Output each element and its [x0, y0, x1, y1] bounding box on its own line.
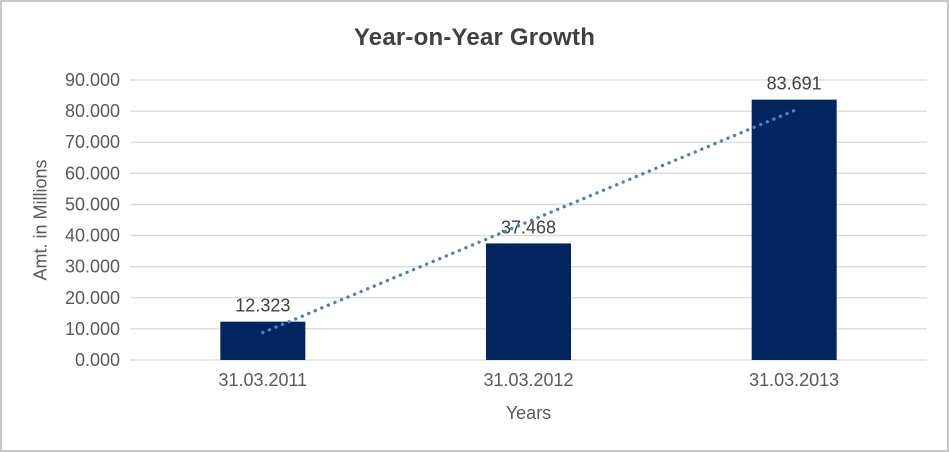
y-tick-label: 70.000 [65, 132, 120, 152]
x-tick-label: 31.03.2011 [218, 370, 307, 390]
bar [220, 321, 306, 360]
bar [486, 243, 571, 360]
chart-title: Year-on-Year Growth [353, 24, 596, 51]
bar-value-label: 83.691 [767, 74, 822, 94]
x-tick-label: 31.03.2012 [483, 370, 573, 390]
y-tick-label: 80.000 [65, 101, 120, 121]
y-tick-label: 0.000 [75, 350, 120, 370]
bar [751, 99, 837, 361]
bar-value-label: 12.323 [235, 296, 290, 316]
bar-value-label: 37.468 [501, 217, 556, 237]
y-tick-label: 50.000 [65, 194, 120, 214]
y-tick-label: 60.000 [65, 163, 120, 183]
y-tick-label: 90.000 [65, 70, 120, 90]
y-tick-label: 30.000 [65, 257, 120, 277]
x-axis-title: Years [505, 403, 552, 423]
y-tick-label: 40.000 [65, 226, 120, 246]
y-tick-label: 20.000 [65, 288, 120, 308]
x-tick-label: 31.03.2013 [749, 370, 839, 390]
y-tick-label: 10.000 [65, 319, 120, 339]
